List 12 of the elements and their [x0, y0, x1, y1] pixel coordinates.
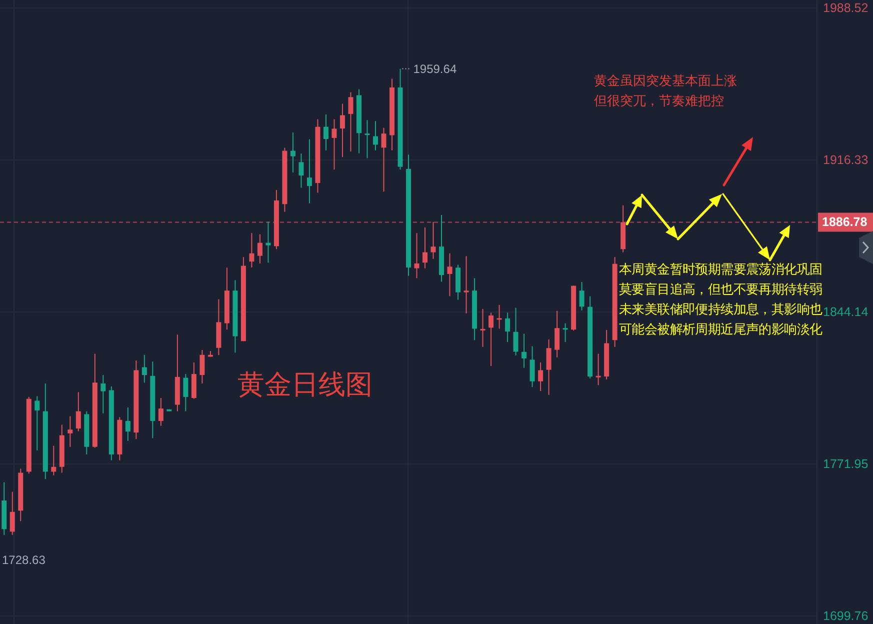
y-tick-label: 1771.95 — [823, 457, 868, 471]
ref-line-label: 1886.78 — [822, 215, 868, 230]
annotation: 本周黄金暂时预期需要震荡消化巩固莫要盲目追高，但也不要再期待转弱未来美联储即便持续加息，其影响也可能会被解析周期近尾声的影响淡化 — [619, 262, 822, 338]
y-tick-label: 1988.52 — [823, 1, 868, 15]
ref-line-tag: 1886.78 — [818, 212, 873, 232]
annotation: 1728.63 — [2, 553, 46, 567]
y-tick-label: 1699.76 — [823, 609, 868, 623]
text: 黄金日线图 — [238, 370, 372, 400]
y-tick-label: 1844.14 — [823, 305, 868, 319]
annotation: 1959.64 — [413, 62, 457, 76]
annotation: 黄金虽因突发基本面上涨但很突兀，节奏难把控 — [594, 74, 737, 110]
y-tick-label: 1916.33 — [823, 153, 868, 167]
